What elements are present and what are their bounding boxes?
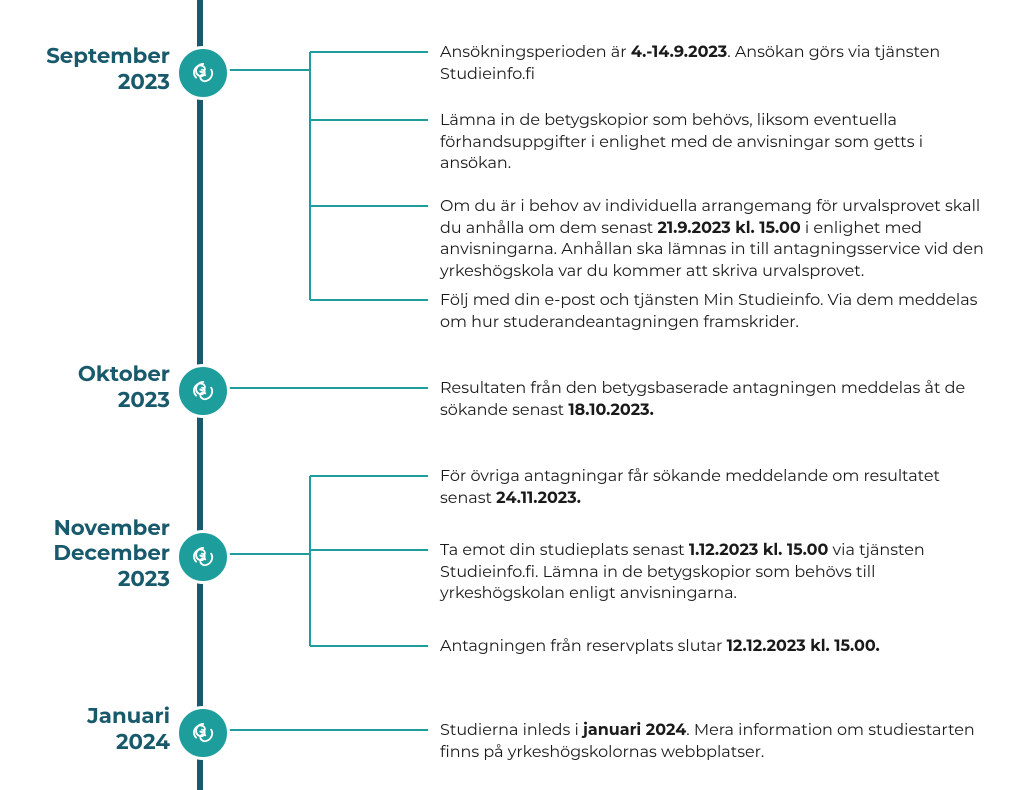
timeline-node-novdec-2023 <box>176 530 230 584</box>
branch-line <box>310 51 428 53</box>
timeline-item-sep-2023-3: Följ med din e-post och tjänsten Min Stu… <box>440 290 995 333</box>
timeline-node-jan-2024 <box>176 706 230 760</box>
branch-line <box>224 69 310 71</box>
timeline-item-novdec-2023-2: Antagningen från reservplats slutar 12.1… <box>440 636 995 658</box>
timeline-node-sep-2023 <box>176 46 230 100</box>
branch-line <box>224 387 428 389</box>
timeline-item-novdec-2023-1: Ta emot din studieplats senast 1.12.2023… <box>440 540 995 605</box>
branch-line <box>309 476 311 646</box>
timeline-node-okt-2023 <box>176 364 230 418</box>
month-label-sep-2023: September2023 <box>20 44 170 95</box>
branch-line <box>310 119 428 121</box>
swirl-icon <box>186 540 221 575</box>
swirl-icon <box>186 374 221 409</box>
timeline-item-novdec-2023-0: För övriga antagningar får sökande medde… <box>440 466 995 509</box>
branch-line <box>309 52 311 300</box>
branch-line <box>310 549 428 551</box>
swirl-icon <box>186 56 221 91</box>
branch-line <box>224 729 428 731</box>
month-label-novdec-2023: NovemberDecember2023 <box>20 516 170 593</box>
branch-line <box>310 645 428 647</box>
timeline-item-sep-2023-1: Lämna in de betygskopior som behövs, lik… <box>440 110 995 175</box>
timeline-item-okt-2023-0: Resultaten från den betygsbaserade antag… <box>440 378 995 421</box>
month-label-jan-2024: Januari2024 <box>20 704 170 755</box>
swirl-icon <box>186 716 221 751</box>
branch-line <box>310 205 428 207</box>
timeline-item-sep-2023-0: Ansökningsperioden är 4.-14.9.2023. Ansö… <box>440 42 995 85</box>
branch-line <box>310 299 428 301</box>
month-label-okt-2023: Oktober2023 <box>20 362 170 413</box>
timeline-item-jan-2024-0: Studierna inleds i januari 2024. Mera in… <box>440 720 995 763</box>
branch-line <box>310 475 428 477</box>
branch-line <box>224 553 310 555</box>
timeline-item-sep-2023-2: Om du är i behov av individuella arrange… <box>440 196 995 282</box>
